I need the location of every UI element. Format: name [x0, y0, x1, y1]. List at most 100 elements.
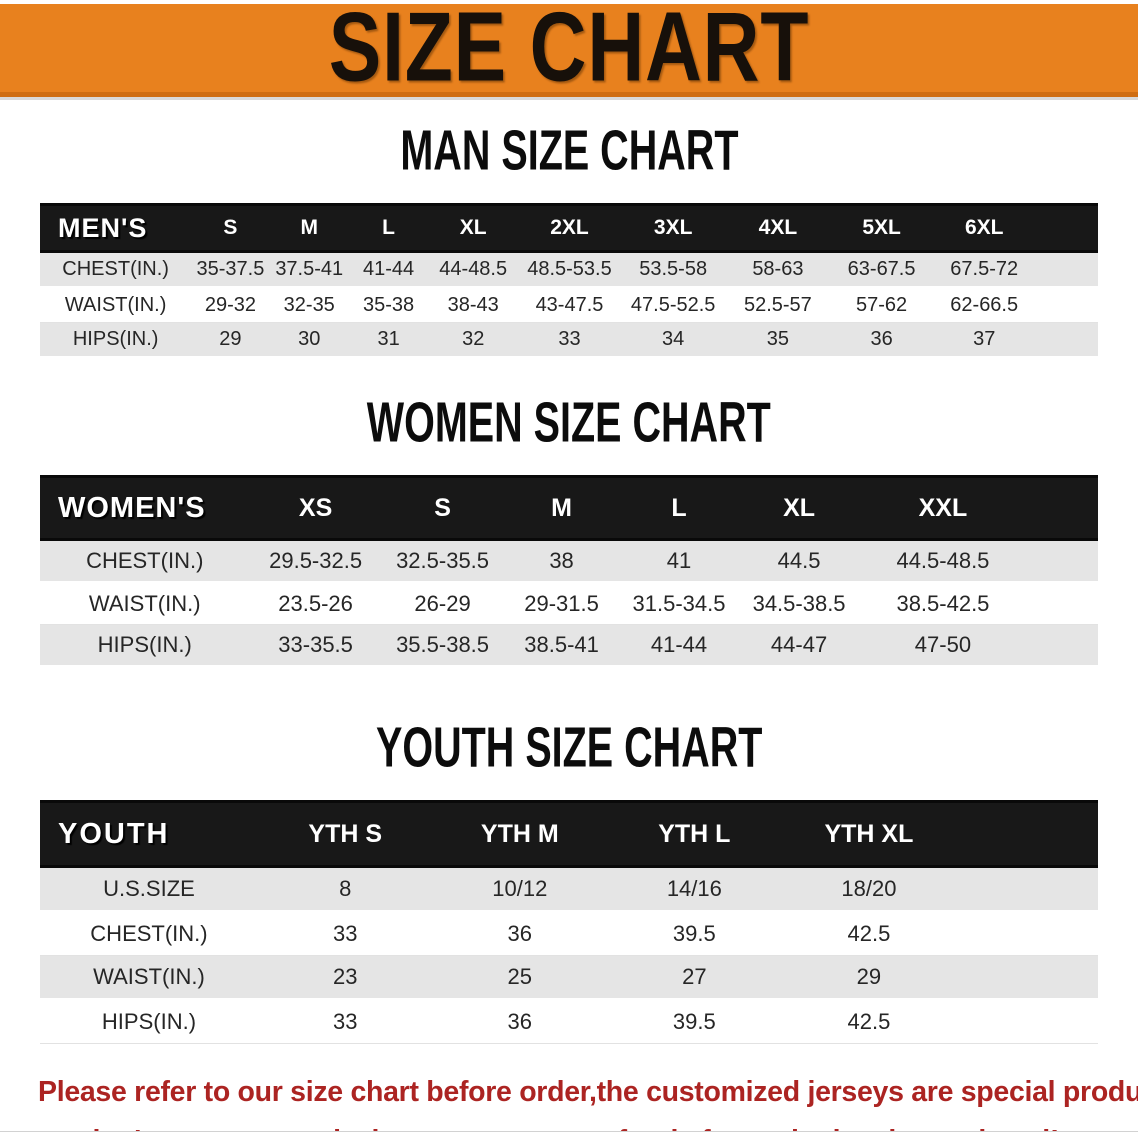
value-cell: 35.5-38.5 [381, 624, 504, 668]
value-cell: 29.5-32.5 [249, 539, 382, 584]
measure-row-men-2: HIPS(IN.) 29 30 31 32 33 34 35 36 37 [40, 322, 1098, 359]
section-heading-text: WOMEN SIZE CHART [367, 391, 771, 455]
value-cell: 48.5-53.5 [518, 251, 621, 289]
value-cell: 52.5-57 [725, 287, 831, 323]
measure-row-men-0: CHEST(IN.) 35-37.5 37.5-41 41-44 44-48.5 48.5… [40, 251, 1098, 289]
value-cell: 34.5-38.5 [738, 582, 860, 625]
header-row-men: MEN'S S M L XL 2XL 3XL 4XL 5XL 6XL [40, 203, 1098, 253]
measure-row-youth-1: CHEST(IN.) 33 36 39.5 42.5 [40, 911, 1098, 956]
column-header-men-4: 2XL [518, 203, 621, 253]
value-cell: 43-47.5 [518, 287, 621, 323]
value-cell: 25 [432, 955, 608, 1001]
value-cell: 23 [257, 955, 433, 1001]
value-cell: 30 [269, 322, 349, 359]
row-label: WAIST(IN.) [40, 582, 250, 625]
value-cell: 33 [518, 322, 621, 359]
value-cell: 36 [830, 322, 933, 359]
value-cell: 44-47 [738, 624, 860, 668]
value-cell: 35 [725, 322, 831, 359]
value-cell: 42.5 [781, 911, 957, 956]
value-cell: 42.5 [781, 999, 957, 1044]
value-cell: 14/16 [607, 866, 782, 913]
size-table-youth: YOUTH YTH S YTH M YTH L YTH XL U.S.SIZE 8 10/12… [40, 800, 1098, 1044]
measure-row-youth-2: WAIST(IN.) 23 25 27 29 [40, 955, 1098, 1001]
size-table-women: WOMEN'S XS S M L XL XXL CHEST(IN.) 29.5-32.5 32.5… [40, 475, 1098, 668]
column-header-youth-1: YTH M [432, 800, 608, 868]
value-cell-filler [1025, 539, 1098, 584]
value-cell-filler [1035, 251, 1098, 289]
value-cell: 35-38 [348, 287, 429, 323]
value-cell: 33-35.5 [249, 624, 382, 668]
value-cell: 31 [348, 322, 429, 359]
value-cell: 32-35 [269, 287, 349, 323]
value-cell: 33 [257, 911, 433, 956]
column-header-women-5: XXL [859, 475, 1026, 541]
banner-title: SIZE CHART [328, 4, 810, 97]
value-cell: 44.5 [738, 539, 860, 584]
value-cell: 33 [257, 999, 433, 1044]
row-label: CHEST(IN.) [40, 911, 258, 956]
value-cell: 44.5-48.5 [859, 539, 1026, 584]
value-cell: 10/12 [432, 866, 608, 913]
value-cell: 29 [191, 322, 270, 359]
disclaimer-line-1: Please refer to our size chart before or… [38, 1076, 1138, 1108]
disclaimer-line-2: we don't accept cancel, change, teturn o… [38, 1117, 1138, 1132]
value-cell: 29-32 [191, 287, 270, 323]
section-heading-youth: YOUTH SIZE CHART [0, 668, 1138, 780]
value-cell-filler [1025, 582, 1098, 625]
value-cell: 35-37.5 [191, 251, 270, 289]
column-header-women-4: XL [738, 475, 860, 541]
size-chart-page: SIZE CHART MAN SIZE CHART MEN'S S M L XL 2XL 3X… [0, 4, 1138, 1132]
disclaimer-note: Please refer to our size chart before or… [38, 1068, 1138, 1132]
value-cell: 37.5-41 [269, 251, 349, 289]
value-cell: 36 [432, 999, 608, 1044]
value-cell: 38 [503, 539, 620, 584]
column-header-men-0: S [191, 203, 270, 253]
section-heading-text: YOUTH SIZE CHART [375, 716, 763, 780]
header-row-youth: YOUTH YTH S YTH M YTH L YTH XL [40, 800, 1098, 868]
header-row-women: WOMEN'S XS S M L XL XXL [40, 475, 1098, 541]
size-tables-container: MAN SIZE CHART MEN'S S M L XL 2XL 3XL 4XL 5XL 6XL C… [0, 97, 1138, 1044]
value-cell: 67.5-72 [932, 251, 1036, 289]
value-cell-filler [1035, 322, 1098, 359]
value-cell-filler [1025, 624, 1098, 668]
row-label: WAIST(IN.) [40, 955, 258, 1001]
measure-row-men-1: WAIST(IN.) 29-32 32-35 35-38 38-43 43-47.5 47.… [40, 287, 1098, 323]
measure-row-youth-3: HIPS(IN.) 33 36 39.5 42.5 [40, 999, 1098, 1044]
column-header-filler [956, 800, 1098, 868]
column-header-women-0: XS [249, 475, 382, 541]
value-cell: 57-62 [830, 287, 933, 323]
measure-row-women-1: WAIST(IN.) 23.5-26 26-29 29-31.5 31.5-34.5 34… [40, 582, 1098, 625]
value-cell: 26-29 [381, 582, 504, 625]
value-cell-filler [956, 866, 1098, 913]
column-header-filler [1025, 475, 1098, 541]
value-cell: 41 [619, 539, 739, 584]
column-header-youth-2: YTH L [607, 800, 782, 868]
value-cell: 29-31.5 [503, 582, 620, 625]
value-cell: 36 [432, 911, 608, 956]
measure-row-women-2: HIPS(IN.) 33-35.5 35.5-38.5 38.5-41 41-44 44-… [40, 624, 1098, 668]
value-cell-filler [956, 911, 1098, 956]
value-cell: 18/20 [781, 866, 957, 913]
value-cell-filler [956, 955, 1098, 1001]
value-cell-filler [1035, 287, 1098, 323]
table-header-label: MEN'S [40, 203, 192, 253]
column-header-men-8: 6XL [932, 203, 1036, 253]
value-cell: 58-63 [725, 251, 831, 289]
column-header-men-7: 5XL [830, 203, 933, 253]
column-header-men-3: XL [428, 203, 519, 253]
row-label: HIPS(IN.) [40, 322, 192, 359]
value-cell: 32 [428, 322, 519, 359]
value-cell: 47.5-52.5 [620, 287, 726, 323]
row-label: CHEST(IN.) [40, 251, 192, 289]
section-heading-text: MAN SIZE CHART [399, 119, 739, 183]
value-cell: 41-44 [348, 251, 429, 289]
size-chart-banner: SIZE CHART [0, 4, 1138, 97]
value-cell-filler [956, 999, 1098, 1044]
size-table-men: MEN'S S M L XL 2XL 3XL 4XL 5XL 6XL CHEST(IN.) 35-37… [40, 203, 1098, 359]
section-heading-women: WOMEN SIZE CHART [0, 359, 1138, 455]
value-cell: 53.5-58 [620, 251, 726, 289]
row-label: U.S.SIZE [40, 866, 258, 913]
row-label: HIPS(IN.) [40, 999, 258, 1044]
value-cell: 23.5-26 [249, 582, 382, 625]
